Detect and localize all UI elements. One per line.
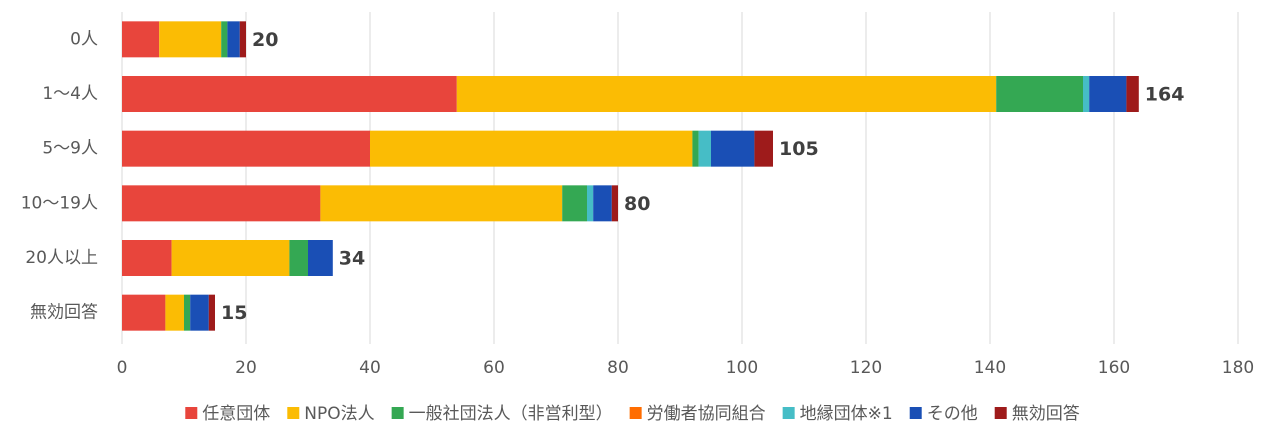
bar-segment xyxy=(611,185,618,222)
bar-segment xyxy=(122,21,160,58)
y-tick-label: 20人以上 xyxy=(25,248,98,268)
bar-segment xyxy=(370,130,693,167)
x-tick-label: 100 xyxy=(726,358,758,378)
y-tick-label: 無効回答 xyxy=(30,303,98,323)
bar-segment xyxy=(562,185,587,222)
legend-swatch xyxy=(994,407,1007,419)
bar-segment xyxy=(239,21,246,58)
x-tick-label: 20 xyxy=(235,358,257,378)
x-tick-label: 140 xyxy=(974,358,1006,378)
x-tick-label: 120 xyxy=(850,358,882,378)
y-tick-label: 5～9人 xyxy=(42,139,98,159)
bar-segment xyxy=(122,185,321,222)
bar-segment xyxy=(456,76,997,112)
bar-segment xyxy=(190,294,209,331)
bar-segment xyxy=(165,294,184,331)
bar-segment xyxy=(227,21,240,58)
bar-segment xyxy=(184,294,191,331)
bar-segment xyxy=(698,130,711,167)
legend-label: NPO法人 xyxy=(304,404,374,424)
bar-segment xyxy=(308,240,333,276)
legend-swatch xyxy=(391,407,404,419)
legend-label: 任意団体 xyxy=(202,404,270,424)
legend-swatch xyxy=(909,407,922,419)
bar-segment xyxy=(711,130,755,167)
legend-label: 地縁団体※1 xyxy=(800,404,893,424)
bar-segment xyxy=(1089,76,1127,112)
bar-segment xyxy=(587,185,594,222)
total-label: 15 xyxy=(221,302,247,324)
bar-segment xyxy=(320,185,563,222)
legend-label: その他 xyxy=(927,404,978,424)
bar-segment xyxy=(692,130,699,167)
bar-segment xyxy=(122,294,166,331)
bar-segment xyxy=(1083,76,1090,112)
bar-segment xyxy=(221,21,228,58)
bar-segment xyxy=(996,76,1083,112)
bar-segment xyxy=(289,240,308,276)
bar-segment xyxy=(593,185,612,222)
x-tick-label: 180 xyxy=(1222,358,1254,378)
bar-segment xyxy=(122,76,457,112)
bar-segment xyxy=(122,130,370,167)
legend-swatch xyxy=(629,407,642,419)
legend-swatch xyxy=(287,407,300,419)
bar-segment xyxy=(754,130,773,167)
x-tick-label: 0 xyxy=(117,358,128,378)
legend-swatch xyxy=(185,407,198,419)
legend-label: 無効回答 xyxy=(1012,404,1080,424)
x-tick-label: 160 xyxy=(1098,358,1130,378)
legend-swatch xyxy=(782,407,795,419)
bar-segment xyxy=(122,240,172,276)
total-label: 80 xyxy=(624,193,650,215)
x-tick-label: 60 xyxy=(483,358,505,378)
y-tick-label: 1～4人 xyxy=(42,84,98,104)
legend-label: 労働者協同組合 xyxy=(647,404,766,424)
total-label: 34 xyxy=(339,248,365,270)
y-tick-label: 10～19人 xyxy=(21,193,98,213)
total-label: 105 xyxy=(779,138,819,160)
legend-label: 一般社団法人（非営利型） xyxy=(409,404,613,424)
bar-segment xyxy=(208,294,215,331)
total-label: 164 xyxy=(1145,84,1185,106)
bar-segment xyxy=(171,240,290,276)
x-tick-label: 40 xyxy=(359,358,381,378)
bar-segment xyxy=(1126,76,1139,112)
y-tick-label: 0人 xyxy=(70,29,98,49)
x-tick-label: 80 xyxy=(607,358,629,378)
bar-segment xyxy=(159,21,222,58)
total-label: 20 xyxy=(252,29,278,51)
